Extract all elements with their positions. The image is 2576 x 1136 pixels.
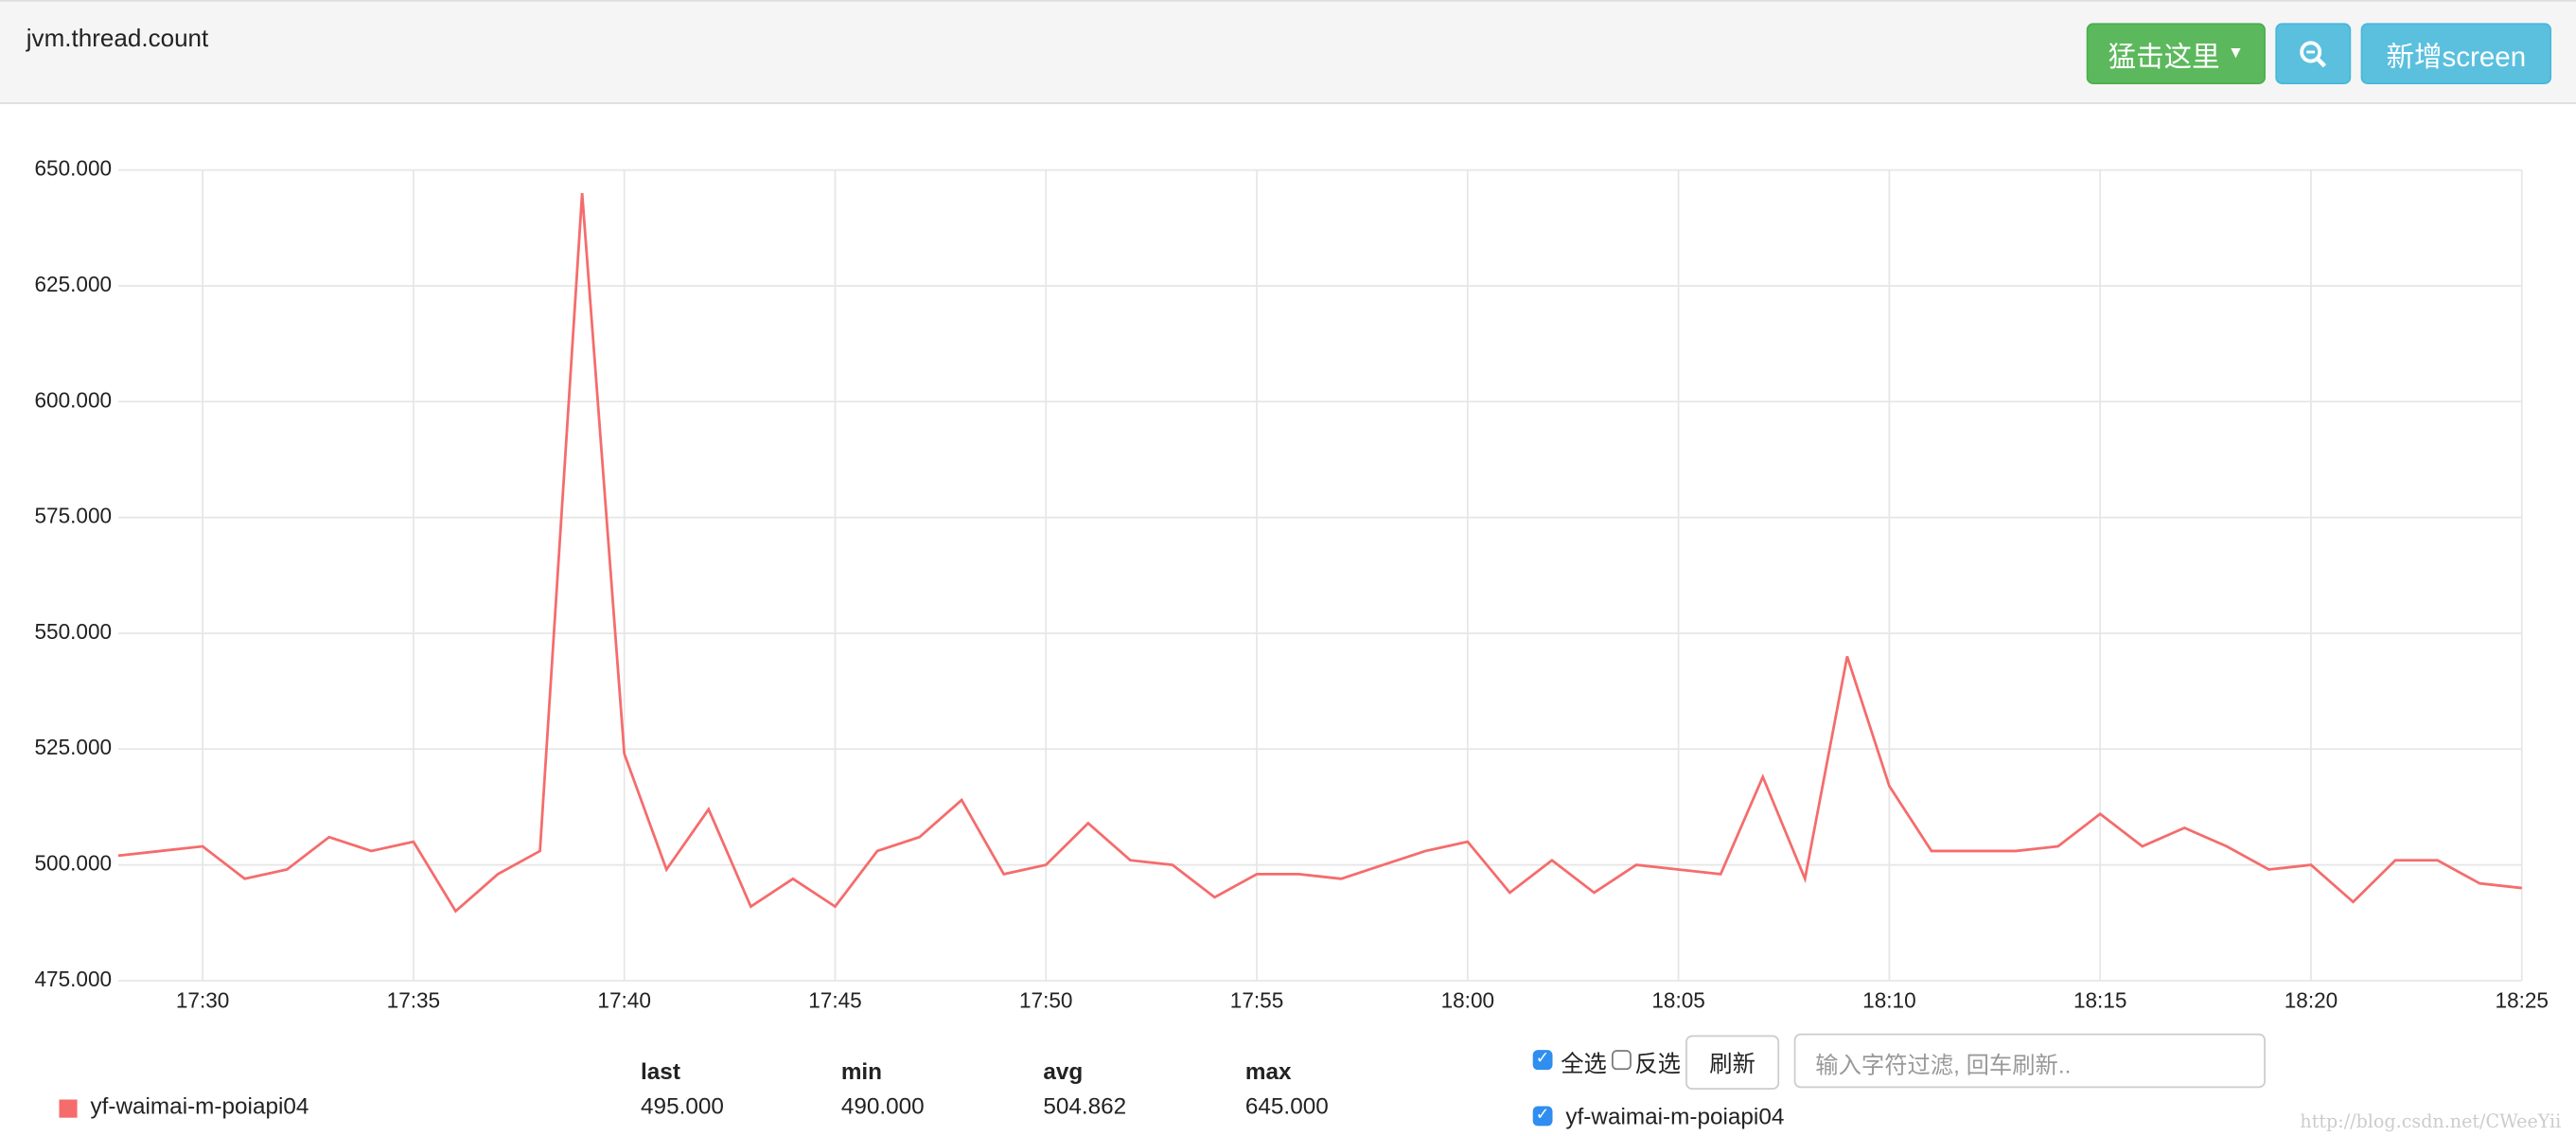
invert-label[interactable]: 反选 — [1634, 1050, 1681, 1077]
legend-stat: 490.000 — [841, 1094, 925, 1120]
y-tick-label: 600.000 — [35, 388, 113, 412]
legend-stat: 645.000 — [1245, 1094, 1329, 1120]
refresh-button[interactable]: 刷新 — [1685, 1035, 1780, 1091]
filter-input[interactable]: 输入字符过滤, 回车刷新.. — [1793, 1033, 2266, 1089]
y-tick-label: 500.000 — [35, 852, 113, 876]
y-tick-label: 625.000 — [35, 273, 113, 296]
x-tick-label: 17:40 — [597, 989, 650, 1013]
watermark: http://blog.csdn.net/CWeeYii — [2300, 1110, 2562, 1133]
series-filter-label[interactable]: yf-waimai-m-poiapi04 — [1565, 1102, 1785, 1129]
select-all-label[interactable]: 全选 — [1561, 1050, 1607, 1077]
y-tick-label: 550.000 — [35, 620, 113, 644]
series-line — [117, 192, 2522, 914]
x-tick-label: 18:00 — [1441, 989, 1494, 1013]
y-tick-label: 525.000 — [35, 736, 113, 759]
legend-column-header: last — [641, 1059, 680, 1085]
x-tick-label: 18:15 — [2073, 989, 2126, 1013]
legend-stat: 504.862 — [1043, 1094, 1126, 1120]
legend-column-header: min — [841, 1059, 882, 1085]
chart-title: jvm.thread.count — [26, 25, 209, 53]
checkbox[interactable] — [1612, 1050, 1632, 1071]
x-tick-label: 17:45 — [808, 989, 861, 1013]
x-tick-label: 17:50 — [1019, 989, 1072, 1013]
x-tick-label: 18:10 — [1862, 989, 1915, 1013]
legend-swatch — [59, 1099, 78, 1118]
legend-column-header: avg — [1043, 1059, 1083, 1085]
x-tick-label: 17:35 — [387, 989, 440, 1013]
caret: ▼ — [2227, 44, 2245, 63]
search-icon — [2300, 40, 2327, 67]
checkbox[interactable]: ✓ — [1532, 1106, 1553, 1127]
x-tick-label: 17:30 — [176, 989, 229, 1013]
x-tick-label: 18:05 — [1651, 989, 1704, 1013]
y-tick-label: 650.000 — [35, 157, 113, 181]
x-tick-label: 18:25 — [2496, 989, 2549, 1013]
legend-column-header: max — [1245, 1059, 1292, 1085]
x-tick-label: 17:55 — [1230, 989, 1283, 1013]
header: jvm.thread.count 猛击这里 ▼ 新增screen — [0, 0, 2576, 104]
zoom-button[interactable] — [2275, 23, 2352, 84]
add-screen-button[interactable]: 新增screen — [2360, 23, 2552, 84]
y-tick-label: 575.000 — [35, 505, 113, 528]
y-tick-label: 475.000 — [35, 967, 113, 991]
legend-series-name: yf-waimai-m-poiapi04 — [90, 1094, 309, 1120]
dropdown-button[interactable]: 猛击这里 ▼ — [2086, 23, 2266, 84]
legend-stat: 495.000 — [641, 1094, 724, 1120]
button-label: 猛击这里 — [2108, 41, 2220, 73]
checkbox[interactable]: ✓ — [1532, 1050, 1553, 1071]
x-tick-label: 18:20 — [2285, 989, 2338, 1013]
